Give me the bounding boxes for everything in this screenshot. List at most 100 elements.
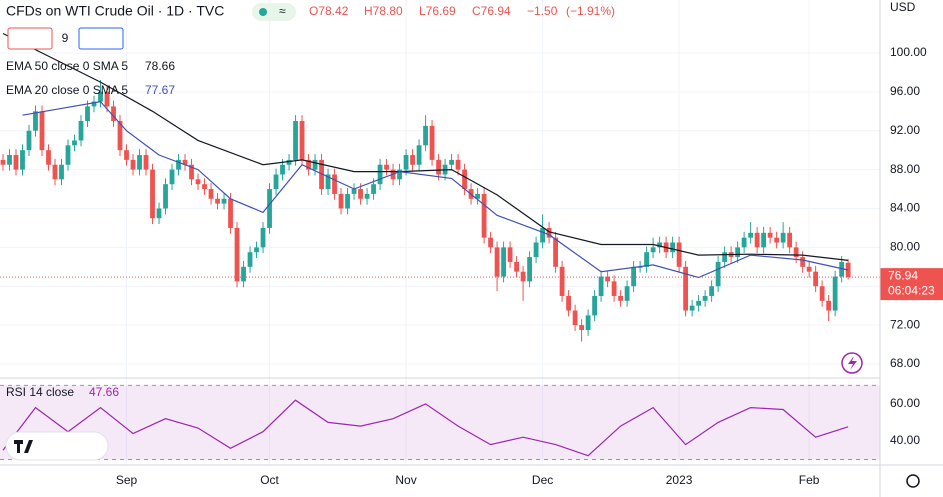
x-tick-label: Sep	[116, 473, 138, 487]
candle-body	[325, 174, 331, 190]
candle-body	[683, 266, 689, 311]
candle-body	[488, 237, 493, 248]
spread-label: 9	[62, 31, 69, 45]
y-tick-label: 80.00	[890, 240, 920, 254]
candle-body	[247, 252, 253, 267]
last-price-label: 76.94	[888, 268, 918, 282]
candle-body	[91, 101, 97, 107]
candle-body	[254, 247, 259, 253]
y-tick-label: 96.00	[890, 84, 920, 98]
candle-body	[689, 305, 695, 311]
candle-body	[436, 159, 441, 175]
change-label: −1.50	[527, 4, 558, 18]
rsi-tick-label: 40.00	[890, 433, 920, 447]
candle-body	[507, 247, 513, 262]
legend-name: EMA 50 close 0 SMA 5	[6, 59, 128, 73]
candle-body	[384, 164, 389, 170]
candle-body	[813, 271, 819, 287]
candle-body	[722, 252, 728, 262]
candle-body	[787, 232, 793, 248]
y-tick-label: 84.00	[890, 201, 920, 215]
legend-value: 78.66	[145, 59, 175, 73]
candle-body	[371, 184, 376, 194]
x-tick-label: Feb	[799, 473, 820, 487]
candle-body	[592, 295, 597, 316]
candle-body	[143, 155, 149, 170]
x-tick-label: 2023	[666, 473, 693, 487]
candle-body	[650, 247, 656, 253]
candle-body	[273, 174, 279, 190]
candle-body	[286, 159, 292, 165]
brand-badge	[5, 431, 109, 461]
candle-body	[345, 193, 350, 209]
candle-body	[403, 155, 409, 170]
candle-body	[696, 300, 702, 306]
alert-icon[interactable]	[841, 352, 863, 374]
candle-body	[611, 281, 617, 296]
candle-body	[839, 261, 845, 277]
candle-body	[377, 164, 383, 185]
candle-body	[540, 227, 545, 243]
candle-body	[306, 159, 311, 170]
bid-box	[7, 27, 53, 50]
candle-body	[182, 159, 188, 165]
candle-body	[702, 295, 708, 301]
candle-body	[546, 227, 552, 238]
settings-icon[interactable]	[906, 474, 920, 488]
candle-body	[33, 111, 38, 131]
candle-body	[137, 155, 142, 170]
candle-body	[26, 130, 32, 151]
candle-body	[767, 232, 773, 238]
rsi-value: 47.66	[89, 385, 119, 399]
candle-body	[59, 164, 64, 180]
rsi-band	[0, 385, 880, 460]
candle-body	[754, 232, 760, 248]
candle-body	[501, 247, 506, 277]
candle-body	[52, 164, 58, 180]
candle-body	[761, 232, 767, 248]
rsi-tick-label: 60.00	[890, 396, 920, 410]
candle-body	[130, 159, 136, 170]
candle-body	[735, 247, 741, 258]
candle-body	[72, 140, 77, 146]
candle-body	[332, 174, 337, 194]
candle-body	[221, 198, 227, 204]
y-tick-label: 72.00	[890, 317, 920, 331]
candle-body	[579, 325, 584, 330]
candle-body	[280, 164, 285, 175]
candle-body	[202, 184, 207, 190]
candle-body	[13, 155, 19, 170]
plot-area	[0, 32, 880, 457]
y-tick-label: 92.00	[890, 123, 920, 137]
candle-body	[806, 266, 812, 272]
candle-body	[7, 155, 12, 165]
candle-body	[397, 169, 402, 180]
candle-body	[104, 91, 110, 107]
candle-body	[845, 262, 851, 278]
candle-body	[644, 252, 650, 267]
candle-body	[46, 150, 51, 165]
candle-body	[559, 266, 565, 296]
candle-body	[215, 198, 220, 204]
ohlc-label: C76.94	[472, 4, 511, 18]
candle-body	[423, 125, 428, 146]
candle-body	[117, 121, 123, 151]
x-tick-label: Oct	[260, 473, 279, 487]
candle-body	[429, 125, 435, 160]
x-tick-label: Nov	[395, 473, 416, 487]
candle-body	[364, 193, 370, 199]
candle-body	[618, 295, 624, 301]
candle-body	[78, 121, 84, 141]
candle-body	[533, 242, 539, 258]
ohlc-label: H78.80	[364, 4, 403, 18]
candle-body	[338, 193, 344, 209]
countdown-label: 06:04:23	[888, 283, 935, 297]
candle-body	[793, 247, 799, 258]
candle-body	[481, 193, 487, 238]
candle-body	[670, 242, 676, 253]
candle-body	[676, 242, 682, 267]
candle-body	[267, 189, 272, 228]
candle-body	[293, 121, 298, 160]
candle-body	[657, 242, 663, 248]
candle-body	[462, 169, 467, 190]
